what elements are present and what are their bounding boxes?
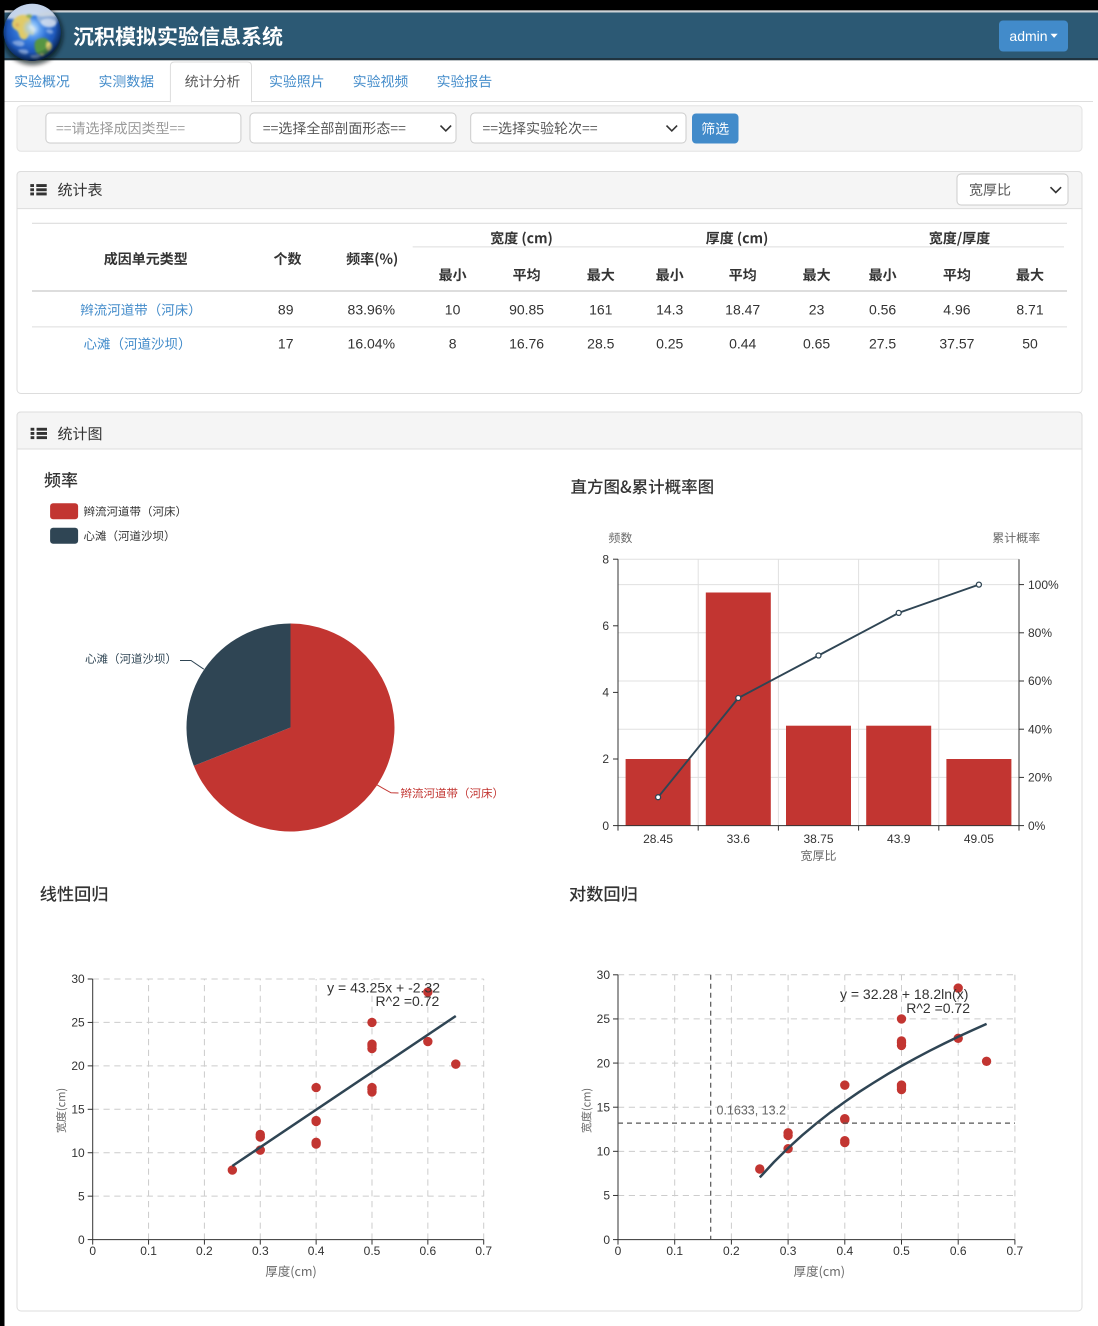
svg-text:0.5: 0.5 xyxy=(893,1244,910,1258)
svg-text:18.47: 18.47 xyxy=(725,302,760,318)
svg-text:0: 0 xyxy=(615,1244,622,1258)
svg-text:0.56: 0.56 xyxy=(869,302,896,318)
svg-text:23: 23 xyxy=(809,302,825,318)
svg-text:10: 10 xyxy=(445,302,461,318)
svg-text:0.1: 0.1 xyxy=(666,1244,683,1258)
svg-text:80%: 80% xyxy=(1028,626,1052,640)
svg-text:100%: 100% xyxy=(1028,578,1059,592)
svg-text:0.7: 0.7 xyxy=(1007,1244,1024,1258)
svg-text:4: 4 xyxy=(602,686,609,700)
svg-text:8.71: 8.71 xyxy=(1016,302,1043,318)
svg-text:0.4: 0.4 xyxy=(836,1244,853,1258)
svg-text:R^2 =0.72: R^2 =0.72 xyxy=(906,1000,970,1016)
svg-text:20%: 20% xyxy=(1028,771,1052,785)
svg-text:0.1633, 13.2: 0.1633, 13.2 xyxy=(717,1104,787,1118)
svg-text:20: 20 xyxy=(597,1056,611,1070)
svg-text:43.9: 43.9 xyxy=(887,832,911,846)
svg-text:0.25: 0.25 xyxy=(656,336,683,352)
svg-text:89: 89 xyxy=(278,302,294,318)
svg-text:50: 50 xyxy=(1022,336,1038,352)
svg-text:40%: 40% xyxy=(1028,722,1052,736)
svg-text:17: 17 xyxy=(278,336,294,352)
svg-text:5: 5 xyxy=(78,1189,85,1203)
svg-text:8: 8 xyxy=(602,552,609,566)
svg-text:27.5: 27.5 xyxy=(869,336,896,352)
svg-text:25: 25 xyxy=(597,1012,611,1026)
svg-text:8: 8 xyxy=(449,336,457,352)
svg-text:28.45: 28.45 xyxy=(643,832,673,846)
svg-text:161: 161 xyxy=(589,302,613,318)
svg-text:0.44: 0.44 xyxy=(729,336,756,352)
svg-text:83.96%: 83.96% xyxy=(348,302,395,318)
svg-text:admin: admin xyxy=(1009,28,1047,44)
svg-text:38.75: 38.75 xyxy=(803,832,833,846)
svg-text:0: 0 xyxy=(602,819,609,833)
svg-text:0.6: 0.6 xyxy=(419,1244,436,1258)
svg-text:0.2: 0.2 xyxy=(196,1244,213,1258)
svg-text:0.1: 0.1 xyxy=(140,1244,157,1258)
svg-text:90.85: 90.85 xyxy=(509,302,544,318)
svg-text:25: 25 xyxy=(71,1016,85,1030)
svg-text:20: 20 xyxy=(71,1059,85,1073)
svg-text:15: 15 xyxy=(71,1103,85,1117)
svg-text:0.65: 0.65 xyxy=(803,336,830,352)
svg-text:0.3: 0.3 xyxy=(252,1244,269,1258)
svg-text:0.4: 0.4 xyxy=(308,1244,325,1258)
svg-text:0.3: 0.3 xyxy=(780,1244,797,1258)
svg-text:30: 30 xyxy=(597,968,611,982)
svg-text:10: 10 xyxy=(597,1145,611,1159)
svg-text:37.57: 37.57 xyxy=(939,336,974,352)
svg-text:0: 0 xyxy=(89,1244,96,1258)
svg-text:60%: 60% xyxy=(1028,674,1052,688)
svg-text:15: 15 xyxy=(597,1100,611,1114)
svg-text:0%: 0% xyxy=(1028,819,1046,833)
svg-text:0: 0 xyxy=(78,1233,85,1247)
svg-text:6: 6 xyxy=(602,619,609,633)
svg-text:16.76: 16.76 xyxy=(509,336,544,352)
svg-text:5: 5 xyxy=(603,1189,610,1203)
svg-text:30: 30 xyxy=(71,972,85,986)
svg-text:0: 0 xyxy=(603,1233,610,1247)
svg-text:14.3: 14.3 xyxy=(656,302,683,318)
svg-text:0.7: 0.7 xyxy=(475,1244,492,1258)
svg-text:y = 43.25x + -2.32: y = 43.25x + -2.32 xyxy=(327,980,440,996)
svg-text:10: 10 xyxy=(71,1146,85,1160)
svg-text:0.5: 0.5 xyxy=(364,1244,381,1258)
svg-text:49.05: 49.05 xyxy=(964,832,994,846)
svg-text:33.6: 33.6 xyxy=(727,832,751,846)
svg-text:2: 2 xyxy=(602,752,609,766)
svg-text:0.2: 0.2 xyxy=(723,1244,740,1258)
svg-text:R^2 =0.72: R^2 =0.72 xyxy=(376,993,440,1009)
svg-text:16.04%: 16.04% xyxy=(348,336,395,352)
svg-text:4.96: 4.96 xyxy=(943,302,970,318)
svg-text:0.6: 0.6 xyxy=(950,1244,967,1258)
svg-text:28.5: 28.5 xyxy=(587,336,614,352)
svg-text:y = 32.28 + 18.2ln(x): y = 32.28 + 18.2ln(x) xyxy=(840,986,968,1002)
